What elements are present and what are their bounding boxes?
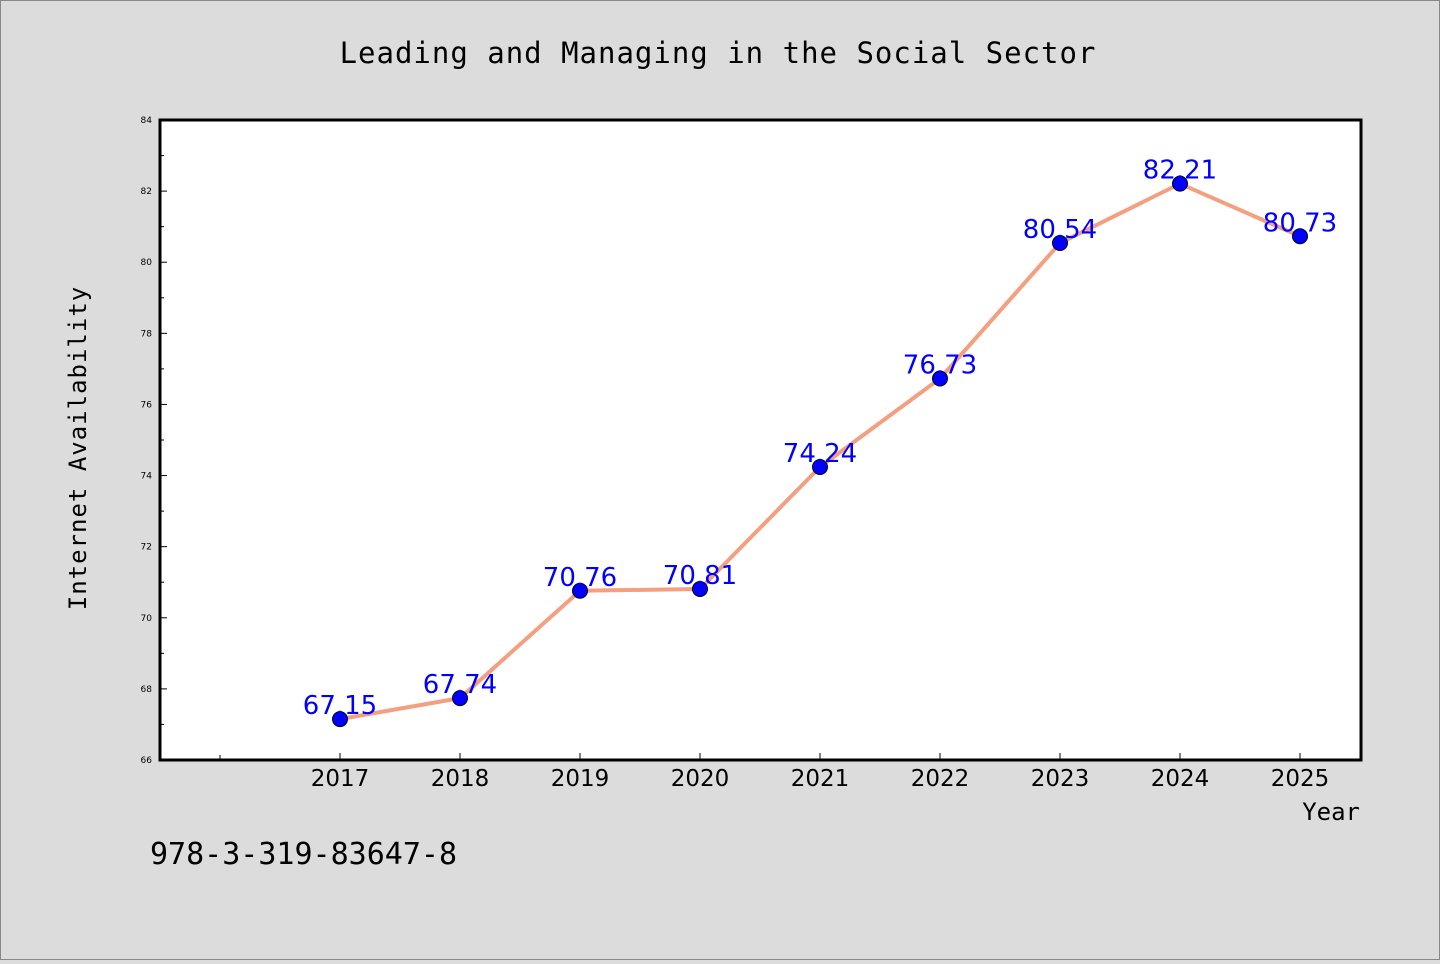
x-tick-label: 2017 (311, 766, 370, 792)
y-tick-label: 76 (141, 400, 153, 410)
y-axis-ticks: 66 68 70 72 74 76 78 80 82 84 (141, 116, 167, 766)
y-tick-label: 78 (141, 329, 153, 339)
plot-area (158, 118, 1363, 762)
chart-title: Leading and Managing in the Social Secto… (340, 36, 1097, 70)
y-tick-label: 68 (141, 685, 153, 695)
data-point (572, 582, 588, 599)
x-tick-label: 2025 (1271, 766, 1330, 792)
data-label: 67.15 (303, 691, 377, 721)
x-tick-label: 2020 (671, 766, 730, 792)
data-label: 67.74 (423, 670, 497, 700)
data-label: 70.81 (663, 561, 737, 591)
data-label: 80.73 (1263, 208, 1337, 238)
x-tick-label: 2024 (1151, 766, 1210, 792)
y-tick-label: 84 (141, 116, 153, 126)
y-tick-label: 80 (141, 258, 153, 268)
y-axis-label: Internet Availability (64, 286, 92, 610)
data-point (1292, 228, 1308, 245)
x-axis-label: Year (1302, 798, 1360, 826)
data-point (812, 459, 828, 476)
data-point (692, 580, 708, 597)
y-tick-label: 70 (141, 614, 153, 624)
y-tick-label: 66 (141, 756, 153, 766)
x-tick-label: 2021 (791, 766, 850, 792)
data-point (452, 690, 468, 707)
x-tick-label: 2022 (911, 766, 970, 792)
data-point (1052, 235, 1068, 252)
data-point (1172, 175, 1188, 192)
x-tick-label: 2023 (1031, 766, 1090, 792)
y-tick-label: 82 (141, 187, 152, 197)
data-label: 70.76 (543, 563, 617, 593)
x-axis-ticks: 2017 2018 2019 2020 2021 2022 2023 2024 2025 (219, 753, 1330, 792)
data-label: 80.54 (1023, 215, 1097, 245)
series-layer: 67.15 67.74 70.76 70.81 74.24 76.73 80.54 82.21… (303, 156, 1337, 728)
data-point (332, 711, 348, 728)
isbn-text: 978-3-319-83647-8 (150, 837, 457, 872)
x-tick-label: 2018 (431, 766, 490, 792)
data-label: 74.24 (783, 439, 857, 469)
data-point (932, 370, 948, 387)
x-tick-label: 2019 (551, 766, 610, 792)
y-tick-label: 74 (141, 472, 153, 482)
data-label: 76.73 (903, 350, 977, 380)
y-tick-label: 72 (141, 543, 152, 553)
data-label: 82.21 (1143, 156, 1217, 186)
